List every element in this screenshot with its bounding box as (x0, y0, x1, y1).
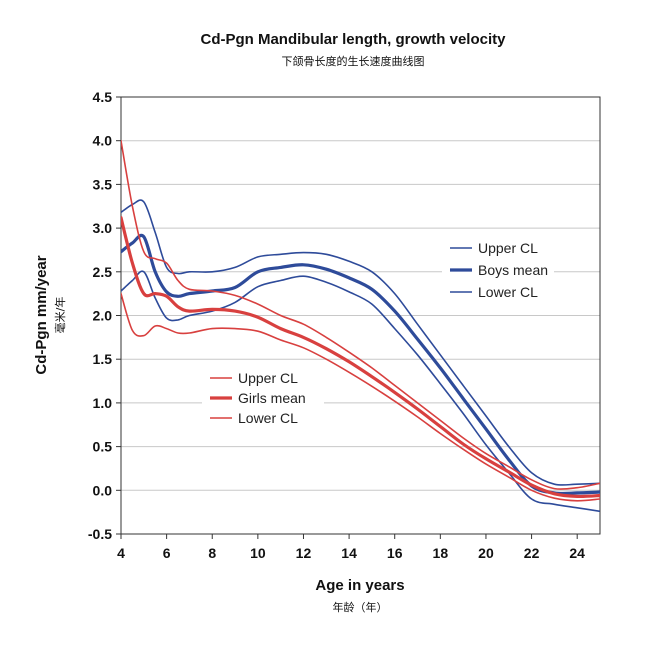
legend-girls: Upper CL Girls mean Lower CL (202, 369, 324, 435)
legend-label: Lower CL (478, 284, 538, 300)
x-tick-label: 24 (569, 545, 585, 561)
y-axis-ticks: -0.5 0.0 0.5 1.0 1.5 2.0 2.5 3.0 3.5 4.0 4.5 (88, 89, 121, 542)
series-lines (121, 139, 600, 513)
y-axis-label: Cd-Pgn mm/year (33, 255, 50, 374)
x-tick-label: 18 (433, 545, 449, 561)
x-tick-label: 10 (250, 545, 266, 561)
legend-label: Girls mean (238, 390, 306, 406)
legend-label: Upper CL (478, 240, 538, 256)
x-axis-sublabel: 年龄（年） (333, 600, 388, 614)
x-axis-ticks: 4 6 8 10 12 14 16 18 20 22 24 (117, 534, 585, 561)
x-axis-label: Age in years (315, 577, 404, 594)
boys-boys-mean-line (121, 233, 600, 496)
y-axis-sublabel: 毫米/年 (53, 297, 67, 334)
x-tick-label: 14 (341, 545, 357, 561)
legend-label: Lower CL (238, 410, 298, 426)
y-tick-label: 4.0 (93, 133, 113, 149)
x-tick-label: 4 (117, 545, 125, 561)
chart-subtitle: 下颌骨长度的生长速度曲线图 (282, 54, 425, 68)
x-tick-label: 22 (524, 545, 540, 561)
legend-background (442, 239, 554, 311)
y-tick-label: 3.5 (93, 176, 113, 192)
y-tick-label: 3.0 (93, 220, 113, 236)
x-tick-label: 12 (296, 545, 312, 561)
y-tick-label: -0.5 (88, 526, 112, 542)
y-tick-label: 0.5 (93, 439, 113, 455)
girls-girls-mean-line (121, 216, 600, 499)
y-tick-label: 1.0 (93, 395, 113, 411)
x-tick-label: 6 (163, 545, 171, 561)
y-tick-label: 0.0 (93, 482, 113, 498)
legend-boys: Upper CL Boys mean Lower CL (442, 239, 554, 311)
legend-label: Upper CL (238, 370, 298, 386)
y-tick-label: 2.5 (93, 264, 113, 280)
y-tick-label: 1.5 (93, 351, 113, 367)
y-tick-label: 2.0 (93, 308, 113, 324)
x-tick-label: 20 (478, 545, 494, 561)
girls-upper-cl-line (121, 139, 600, 490)
chart-title: Cd-Pgn Mandibular length, growth velocit… (200, 31, 506, 48)
y-tick-label: 4.5 (93, 89, 113, 105)
boys-upper-cl-line (121, 199, 600, 486)
x-tick-label: 16 (387, 545, 403, 561)
legend-label: Boys mean (478, 262, 548, 278)
girls-lower-cl-line (121, 292, 600, 502)
legend-background (202, 369, 324, 435)
x-tick-label: 8 (208, 545, 216, 561)
